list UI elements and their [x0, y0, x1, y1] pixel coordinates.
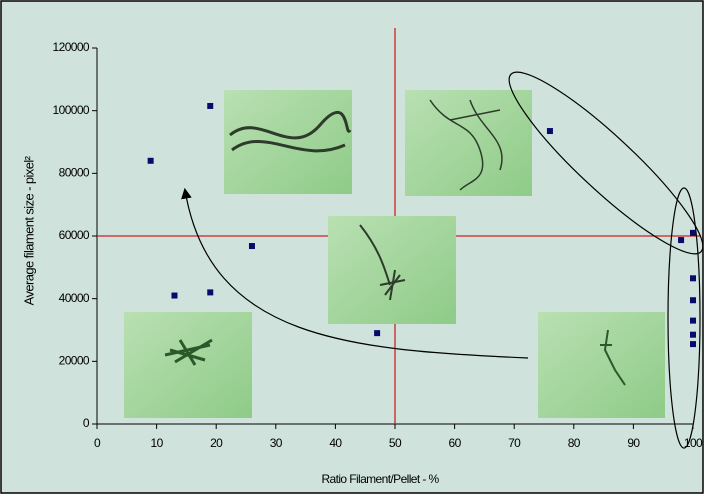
x-axis-title: Ratio Filament/Pellet - %	[321, 472, 439, 486]
point	[148, 158, 154, 164]
y-tick-label: 20000	[59, 354, 90, 368]
point	[690, 341, 696, 347]
point	[690, 318, 696, 324]
point	[547, 128, 553, 134]
y-tick-label: 60000	[59, 228, 90, 242]
inset-image	[124, 312, 252, 418]
x-tick-label: 70	[508, 436, 521, 450]
point	[207, 289, 213, 295]
y-tick-label: 100000	[53, 103, 90, 117]
point	[171, 293, 177, 299]
x-tick-label: 60	[449, 436, 462, 450]
inset-image	[538, 312, 665, 418]
inset-image	[328, 216, 456, 324]
y-axis-title: Average filament size - pixel²	[21, 155, 36, 305]
point	[374, 330, 380, 336]
x-tick-label: 100	[684, 436, 703, 450]
point	[249, 243, 255, 249]
y-tick-label: 40000	[59, 291, 90, 305]
y-tick-label: 120000	[53, 40, 90, 54]
point	[207, 103, 213, 109]
chart: 0 20000 40000 60000 80000 100000 120000 0 10 20 30…	[0, 0, 704, 494]
inset-image	[224, 90, 352, 194]
point	[690, 230, 696, 236]
y-tick-label: 0	[83, 416, 90, 430]
x-tick-label: 80	[568, 436, 581, 450]
inset-image	[405, 90, 532, 196]
y-tick-label: 80000	[59, 166, 90, 180]
x-tick-label: 20	[210, 436, 223, 450]
x-tick-label: 90	[627, 436, 640, 450]
point	[690, 332, 696, 338]
x-tick-label: 50	[389, 436, 402, 450]
x-tick-label: 30	[270, 436, 283, 450]
x-tick-label: 40	[329, 436, 342, 450]
point	[690, 275, 696, 281]
point	[678, 237, 684, 243]
x-tick-label: 10	[151, 436, 164, 450]
point	[690, 297, 696, 303]
x-tick-label: 0	[94, 436, 101, 450]
